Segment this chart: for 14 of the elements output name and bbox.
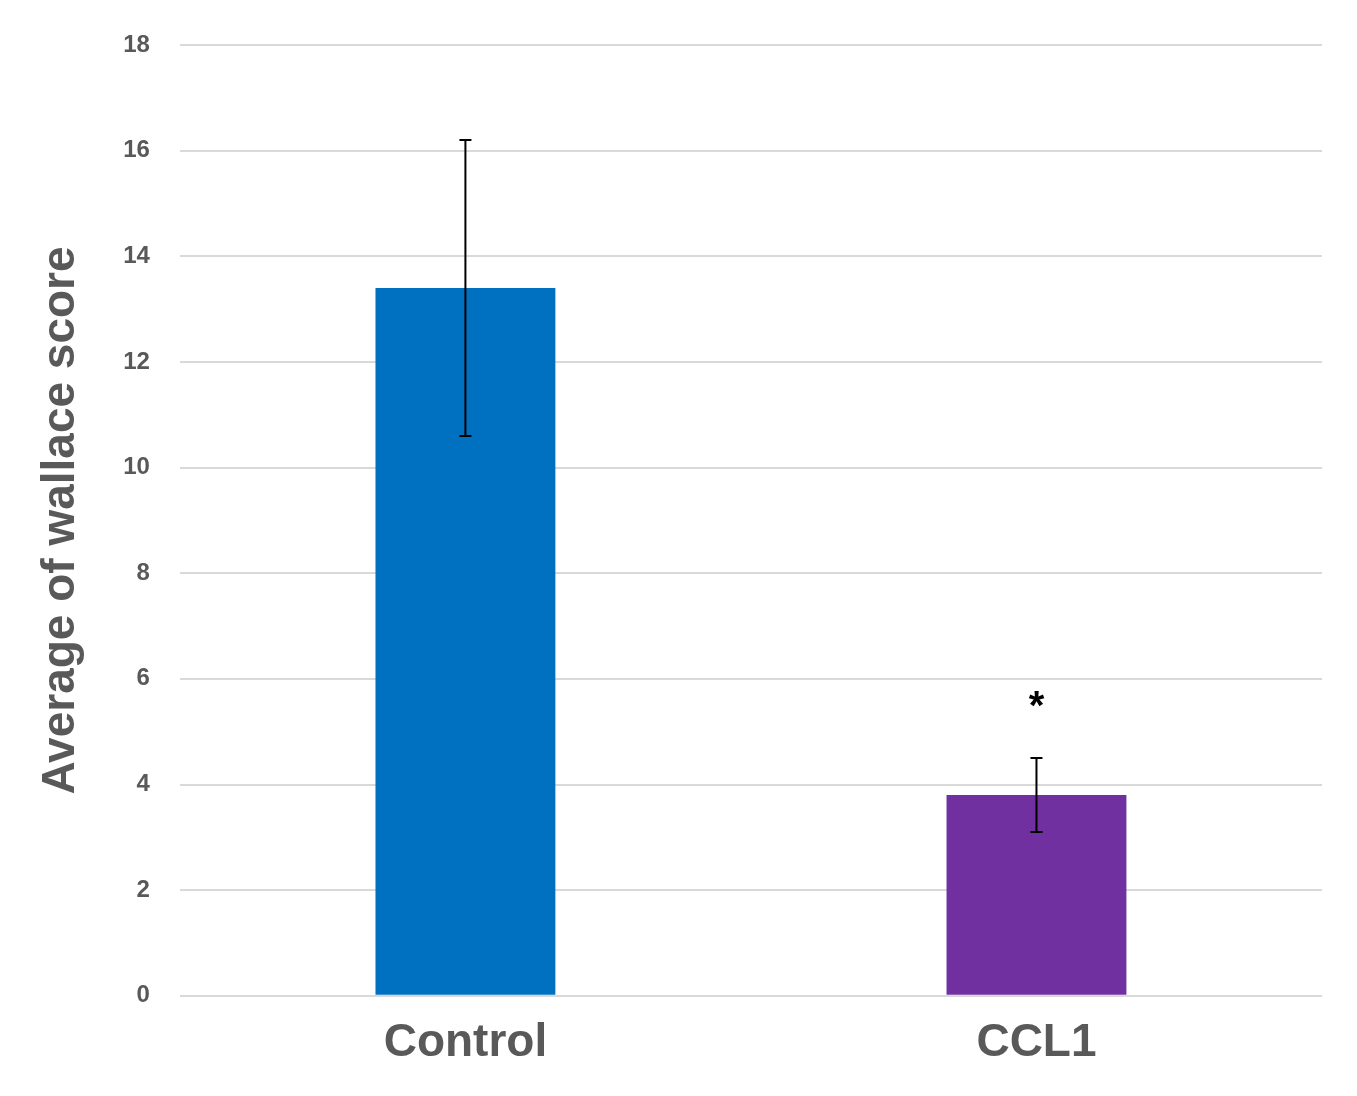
y-tick-label: 18 bbox=[123, 29, 150, 57]
x-tick-label: Control bbox=[383, 1014, 548, 1067]
y-tick-label: 10 bbox=[123, 452, 150, 480]
y-axis-title: Average of wallace score bbox=[32, 246, 85, 795]
y-tick-label: 16 bbox=[123, 135, 150, 163]
y-tick-label: 2 bbox=[136, 874, 150, 902]
y-tick-label: 0 bbox=[136, 980, 150, 1008]
y-tick-label: 4 bbox=[136, 769, 151, 797]
x-tick-label: CCL1 bbox=[976, 1014, 1097, 1067]
y-tick-label: 14 bbox=[123, 240, 151, 268]
y-tick-label: 6 bbox=[136, 663, 150, 691]
y-tick-label: 8 bbox=[136, 557, 150, 585]
y-tick-label: 12 bbox=[123, 346, 150, 374]
annotation: * bbox=[1028, 683, 1045, 728]
